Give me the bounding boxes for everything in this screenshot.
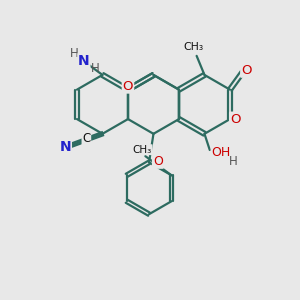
Text: H: H <box>229 155 238 168</box>
Text: O: O <box>153 155 163 168</box>
Text: H: H <box>90 62 99 75</box>
Text: CH₃: CH₃ <box>133 145 152 155</box>
Text: N: N <box>78 54 90 68</box>
Text: C: C <box>82 132 91 145</box>
Text: O: O <box>123 80 133 93</box>
Text: H: H <box>70 47 79 60</box>
Text: OH: OH <box>211 146 231 159</box>
Text: CH₃: CH₃ <box>183 42 203 52</box>
Text: O: O <box>230 112 241 126</box>
Text: O: O <box>241 64 252 77</box>
Text: N: N <box>60 140 71 154</box>
